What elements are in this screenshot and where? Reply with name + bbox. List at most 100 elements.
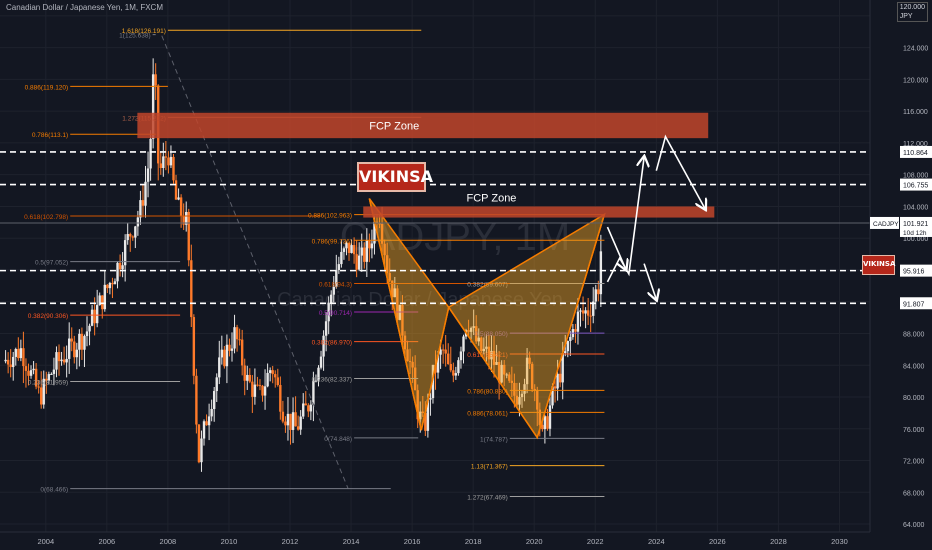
level-tag-label: 91.807: [903, 301, 925, 308]
fcp-zone-label: FCP Zone: [467, 192, 517, 204]
candle-body: [396, 288, 399, 320]
candle-body: [421, 411, 424, 413]
candle-body: [88, 325, 91, 332]
candle-body: [561, 352, 564, 383]
fib-left-label: 0.786(113.1): [32, 132, 68, 139]
current-price-tag-bg: [900, 216, 932, 237]
candle-body: [167, 157, 170, 166]
candle-body: [454, 373, 458, 376]
candle-body: [93, 309, 96, 324]
price-tick-label: 104.000: [903, 204, 928, 211]
candle-body: [223, 349, 226, 367]
candle-body: [246, 374, 249, 381]
level-tag-bg: [900, 178, 932, 191]
candle-body: [426, 399, 430, 431]
candle-body: [174, 180, 178, 200]
candle-body: [296, 426, 300, 430]
candle-body: [146, 168, 150, 182]
time-tick-label: 2010: [221, 537, 238, 546]
candle-body: [101, 295, 104, 310]
fib-right-label: 0.618(85.421): [467, 352, 507, 359]
fib-right-label: 0.5(88.050): [475, 331, 508, 338]
candle-body: [393, 288, 397, 298]
candle-body: [380, 223, 384, 244]
candle-body: [268, 370, 272, 373]
fib-left-label: 0.382(90.306): [28, 313, 68, 320]
candle-body: [363, 247, 366, 262]
candle-body: [525, 357, 529, 385]
candle-body: [487, 346, 491, 360]
fib-right-label: 0.786(99.736): [312, 238, 352, 245]
price-tick-label: 72.000: [903, 459, 925, 466]
candle-body: [205, 421, 208, 426]
candle-body: [530, 363, 534, 389]
fcp-zone: [363, 206, 715, 218]
candle-body: [403, 335, 407, 350]
candle-body: [340, 251, 343, 265]
fib-left-label: 0.886(119.120): [25, 84, 69, 91]
candle-body: [302, 403, 305, 417]
time-tick-label: 2004: [37, 537, 54, 546]
candle-body: [162, 156, 165, 168]
candle-body: [365, 240, 369, 262]
candle-body: [546, 416, 549, 429]
fib-right-label: 0.236(82.337): [312, 376, 352, 383]
candle-body: [9, 364, 12, 368]
candle-body: [126, 234, 129, 241]
candle-body: [475, 326, 478, 342]
brand-logo-small: VIKINSA: [862, 255, 895, 275]
candle-body: [4, 359, 7, 362]
candle-body: [528, 357, 531, 364]
candle-body: [19, 348, 23, 359]
candle-body: [37, 386, 40, 388]
candle-body: [243, 365, 246, 381]
candle-body: [106, 284, 109, 289]
candle-body: [103, 284, 107, 310]
candle-body: [98, 295, 101, 306]
candle-body: [134, 226, 137, 238]
time-tick-label: 2006: [98, 537, 115, 546]
candle-body: [190, 260, 193, 318]
candle-body: [314, 380, 318, 382]
candle-body: [312, 380, 315, 405]
candle-body: [388, 273, 391, 281]
candle-body: [113, 281, 117, 285]
candle-body: [67, 338, 71, 359]
price-tick-label: 80.000: [903, 395, 925, 402]
candle-body: [202, 421, 206, 439]
candle-body: [75, 349, 79, 358]
candle-body: [424, 412, 427, 431]
candle-body: [144, 181, 147, 206]
candle-body: [569, 337, 572, 341]
time-tick-label: 2014: [343, 537, 360, 546]
time-tick-label: 2012: [282, 537, 299, 546]
candle-body: [52, 369, 56, 374]
candle-body: [447, 353, 450, 365]
projection-arrow: [655, 134, 705, 209]
candle-body: [90, 309, 94, 326]
price-tick-label: 64.000: [903, 522, 925, 529]
price-tick-label: 116.000: [903, 109, 928, 116]
candle-body: [299, 416, 302, 430]
candle-body: [452, 370, 455, 376]
candle-body: [543, 416, 547, 430]
candle-body: [80, 333, 84, 350]
candle-body: [34, 368, 38, 387]
level-tag-bg: [900, 145, 932, 158]
candle-body: [24, 366, 28, 371]
fib-right-label: 0.5(90.714): [319, 310, 352, 317]
watermark-name: Canadian Dollar / Japanese Yen: [277, 289, 563, 311]
chart-title: Canadian Dollar / Japanese Yen, 1M, FXCM: [6, 3, 163, 12]
time-tick-label: 2022: [587, 537, 604, 546]
candle-body: [523, 384, 526, 394]
candle-body: [116, 262, 119, 282]
projection-arrow: [643, 263, 656, 300]
candle-body: [406, 349, 409, 362]
candle-body: [60, 359, 63, 362]
time-tick-label: 2024: [648, 537, 665, 546]
candle-body: [500, 364, 503, 383]
currency-badge[interactable]: 120.000 JPY: [896, 2, 928, 22]
candle-body: [533, 388, 536, 391]
